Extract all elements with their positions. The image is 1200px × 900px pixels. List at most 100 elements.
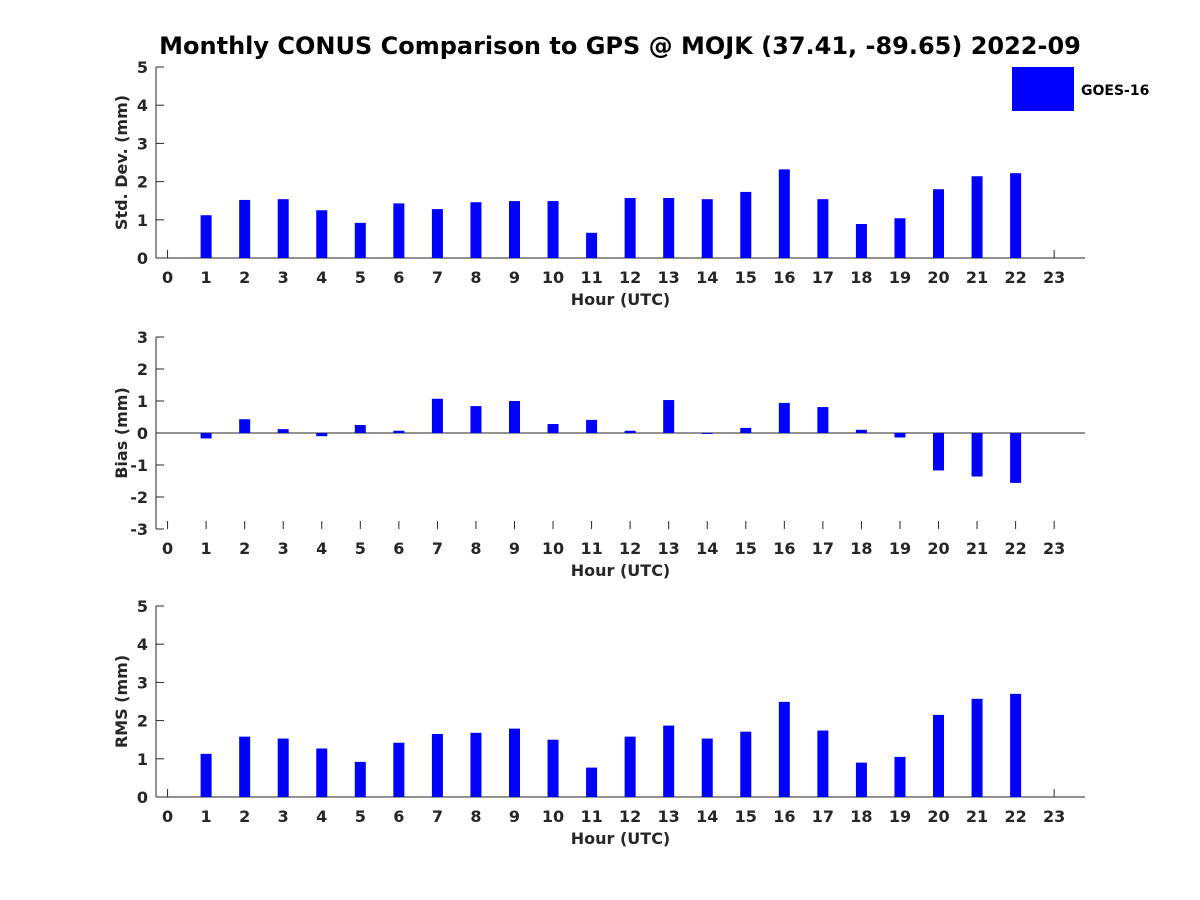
x-tick-label: 8	[470, 807, 481, 826]
x-tick-label: 4	[316, 539, 327, 558]
bar	[470, 732, 482, 797]
x-tick-label: 10	[542, 268, 564, 287]
bar	[933, 714, 945, 797]
x-tick-label: 22	[1004, 807, 1026, 826]
bar	[431, 209, 443, 258]
x-tick-label: 17	[812, 539, 834, 558]
bar	[971, 176, 983, 258]
x-tick-label: 13	[658, 539, 680, 558]
bar	[933, 189, 945, 258]
bar	[393, 203, 405, 258]
bar	[663, 198, 675, 258]
y-tick-label: 1	[137, 392, 148, 411]
bar	[508, 401, 520, 433]
bar	[547, 424, 559, 433]
x-tick-label: 13	[658, 807, 680, 826]
bar	[354, 222, 366, 258]
bar	[547, 739, 559, 797]
y-tick-label: 0	[137, 424, 148, 443]
x-axis-label: Hour (UTC)	[571, 290, 671, 309]
x-tick-label: 8	[470, 268, 481, 287]
bar	[200, 215, 212, 258]
bar	[393, 430, 405, 433]
legend-label: GOES-16	[1081, 83, 1149, 99]
bar	[701, 433, 713, 434]
x-tick-label: 2	[239, 268, 250, 287]
y-tick-label: 2	[137, 360, 148, 379]
x-tick-label: 2	[239, 807, 250, 826]
y-tick-label: 4	[137, 635, 148, 654]
x-tick-label: 3	[278, 539, 289, 558]
x-tick-label: 15	[735, 807, 757, 826]
bar	[894, 756, 906, 797]
x-tick-label: 16	[773, 539, 795, 558]
bar	[431, 398, 443, 433]
y-tick-label: 0	[137, 249, 148, 268]
y-tick-label: 1	[137, 750, 148, 769]
x-tick-label: 21	[966, 539, 988, 558]
x-tick-label: 9	[509, 807, 520, 826]
x-tick-label: 3	[278, 807, 289, 826]
x-tick-label: 6	[393, 807, 404, 826]
x-axis-label: Hour (UTC)	[571, 829, 671, 848]
y-axis-label: RMS (mm)	[112, 655, 131, 748]
bar	[624, 430, 636, 433]
x-tick-label: 15	[735, 539, 757, 558]
x-tick-label: 11	[580, 539, 602, 558]
bar	[663, 725, 675, 797]
bar	[894, 433, 906, 438]
x-tick-label: 11	[580, 807, 602, 826]
x-tick-label: 23	[1043, 539, 1065, 558]
x-tick-label: 10	[542, 807, 564, 826]
x-tick-label: 0	[162, 807, 173, 826]
x-tick-label: 5	[355, 539, 366, 558]
bar	[316, 210, 328, 258]
bar	[971, 433, 983, 477]
bar	[701, 199, 713, 258]
x-tick-label: 16	[773, 268, 795, 287]
x-tick-label: 12	[619, 268, 641, 287]
x-tick-label: 3	[278, 268, 289, 287]
bar	[239, 736, 251, 797]
x-tick-label: 12	[619, 807, 641, 826]
bar	[855, 762, 867, 797]
bar	[1010, 173, 1022, 258]
legend: GOES-16	[1012, 67, 1149, 111]
x-tick-label: 23	[1043, 268, 1065, 287]
x-tick-label: 12	[619, 539, 641, 558]
legend-swatch	[1012, 67, 1074, 111]
y-tick-label: 5	[137, 597, 148, 616]
bar	[239, 199, 251, 258]
x-tick-label: 7	[432, 539, 443, 558]
bar	[971, 698, 983, 797]
x-tick-label: 19	[889, 807, 911, 826]
bar	[1010, 693, 1022, 797]
y-tick-label: 3	[137, 134, 148, 153]
x-tick-label: 4	[316, 807, 327, 826]
x-tick-label: 2	[239, 539, 250, 558]
x-tick-label: 14	[696, 539, 718, 558]
bar	[200, 753, 212, 797]
x-tick-label: 9	[509, 539, 520, 558]
x-tick-label: 15	[735, 268, 757, 287]
y-tick-label: 3	[137, 673, 148, 692]
x-axis-label: Hour (UTC)	[571, 561, 671, 580]
y-tick-label: -2	[130, 488, 148, 507]
x-tick-label: 5	[355, 268, 366, 287]
x-tick-label: 7	[432, 807, 443, 826]
x-tick-label: 20	[927, 539, 949, 558]
x-tick-label: 20	[927, 807, 949, 826]
bar	[393, 742, 405, 797]
y-tick-label: 3	[137, 328, 148, 347]
x-tick-label: 18	[850, 539, 872, 558]
bar	[316, 433, 328, 437]
y-axis-label: Bias (mm)	[112, 387, 131, 479]
x-tick-label: 0	[162, 539, 173, 558]
bar	[894, 218, 906, 258]
bar	[740, 191, 752, 258]
bar	[624, 198, 636, 258]
x-tick-label: 18	[850, 268, 872, 287]
bar	[855, 224, 867, 258]
